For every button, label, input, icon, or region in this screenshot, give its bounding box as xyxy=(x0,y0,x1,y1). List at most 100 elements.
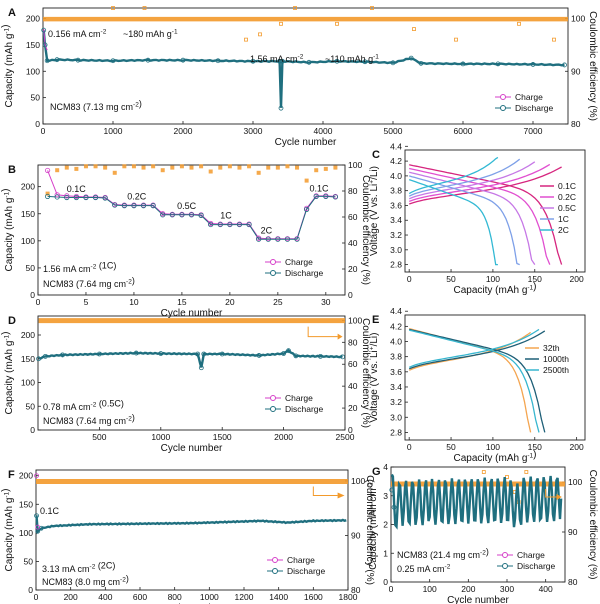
y-tick-label: 3.0 xyxy=(390,412,402,422)
x-tick-label: 500 xyxy=(92,432,106,442)
annotation: NCM83 (8.0 mg cm-2) xyxy=(42,574,129,588)
ce-marker xyxy=(247,164,252,169)
plot-frame xyxy=(404,314,586,441)
discharge-marker xyxy=(286,348,291,354)
rate-label: 0.1C xyxy=(67,184,87,194)
x-axis-label: Capacity (mAh g-1) xyxy=(453,282,536,297)
discharge-curve-0.5C xyxy=(409,171,536,265)
discharge-marker xyxy=(256,236,262,242)
y2-axis-label: Coulombic efficiency (%) xyxy=(360,175,371,285)
y2-tick-label: 60 xyxy=(348,212,358,222)
legend-label-charge: Charge xyxy=(285,257,313,267)
y2-tick-label: 90 xyxy=(351,530,361,540)
discharge-marker xyxy=(332,194,339,200)
discharge-marker xyxy=(198,365,204,371)
legend-label: 0.2C xyxy=(558,192,576,202)
ce-marker xyxy=(258,32,262,37)
y-tick-label: 150 xyxy=(19,499,33,509)
y-tick-label: 150 xyxy=(26,40,40,50)
y2-tick-label: 20 xyxy=(348,264,358,274)
legend-label-discharge: Discharge xyxy=(285,404,324,414)
plot-frame xyxy=(37,164,346,296)
ce-marker xyxy=(93,164,98,169)
y2-axis-label: Coulombic efficiency (%) xyxy=(587,470,598,580)
x-tick-label: 2000 xyxy=(274,432,293,442)
discharge-marker xyxy=(160,212,166,218)
ce-marker xyxy=(266,165,271,170)
ce-marker xyxy=(218,165,223,170)
x-axis-label: Cycle number xyxy=(161,308,223,319)
discharge-marker xyxy=(188,212,195,218)
annotation: ~110 mAh g-1 xyxy=(325,54,379,65)
x-tick-label: 0 xyxy=(407,442,412,452)
discharge-marker xyxy=(215,58,221,64)
x-tick-label: 0 xyxy=(41,126,46,136)
legend-label: 2C xyxy=(558,225,569,235)
y-axis-label: Voltage (V vs. Li+/Li) xyxy=(369,166,381,256)
charge-curve-1000th xyxy=(408,330,546,370)
discharge-marker xyxy=(73,194,79,201)
y2-tick-label: 100 xyxy=(348,160,362,170)
y-tick-label: 3.8 xyxy=(390,186,402,196)
discharge-marker xyxy=(34,513,39,519)
discharge-marker xyxy=(44,193,51,200)
y2-tick-label: 80 xyxy=(571,119,581,129)
panel-letter: E xyxy=(372,314,379,326)
legend-marker-discharge xyxy=(272,568,278,574)
ce-marker xyxy=(279,21,283,26)
discharge-marker xyxy=(42,353,48,359)
discharge-curve-1C xyxy=(409,175,520,266)
ce-marker xyxy=(481,470,486,474)
x-tick-label: 0 xyxy=(389,584,394,594)
ce-marker xyxy=(333,165,338,170)
charge-curve-2500th xyxy=(408,328,540,368)
x-tick-label: 5000 xyxy=(384,126,403,136)
discharge-curve-0.1C xyxy=(409,164,563,265)
discharge-marker xyxy=(236,221,243,228)
ce-marker xyxy=(160,168,165,173)
ce-marker xyxy=(293,6,297,10)
ce-marker xyxy=(199,164,204,169)
discharge-marker xyxy=(250,58,256,64)
discharge-marker xyxy=(195,351,201,357)
charge-marker xyxy=(35,524,41,530)
x-tick-label: 20 xyxy=(225,297,235,307)
ce-marker xyxy=(237,165,242,170)
charge-marker xyxy=(54,192,60,198)
panel-letter: C xyxy=(372,149,380,161)
y-tick-label: 200 xyxy=(26,14,40,24)
legend-label: 0.5C xyxy=(558,203,576,213)
panel-letter: G xyxy=(372,466,381,478)
charge-curve-1C xyxy=(408,158,521,197)
x-tick-label: 1500 xyxy=(213,432,232,442)
x-tick-label: 1400 xyxy=(269,592,288,602)
y-tick-label: 4.0 xyxy=(390,337,402,347)
y-axis-label: Voltage (V vs. Li+/Li) xyxy=(369,333,381,423)
annotation: ~180 mAh g-1 xyxy=(123,29,178,40)
discharge-series xyxy=(47,195,336,240)
legend-label-discharge: Discharge xyxy=(285,268,324,278)
y-tick-label: 50 xyxy=(26,263,36,273)
x-tick-label: 0 xyxy=(407,274,412,284)
y-tick-label: 200 xyxy=(21,182,35,192)
discharge-marker xyxy=(145,57,151,63)
x-tick-label: 300 xyxy=(500,584,514,594)
y2-tick-label: 90 xyxy=(568,527,578,537)
discharge-marker xyxy=(198,212,204,218)
x-axis-label: Cycle number xyxy=(161,443,223,454)
discharge-marker xyxy=(306,59,312,65)
panel-letter: B xyxy=(8,164,16,176)
discharge-marker xyxy=(318,353,323,359)
ce-marker xyxy=(74,166,79,171)
ce-axis-arrow xyxy=(312,486,338,496)
x-tick-label: 2000 xyxy=(174,126,193,136)
y-tick-label: 100 xyxy=(19,528,33,538)
x-tick-label: 10 xyxy=(129,297,139,307)
legend-marker-discharge xyxy=(270,406,276,412)
legend-marker-discharge xyxy=(502,563,508,569)
ce-marker xyxy=(142,6,147,10)
discharge-series xyxy=(35,515,347,535)
x-tick-label: 150 xyxy=(528,274,542,284)
y-tick-label: 4.4 xyxy=(390,141,402,151)
